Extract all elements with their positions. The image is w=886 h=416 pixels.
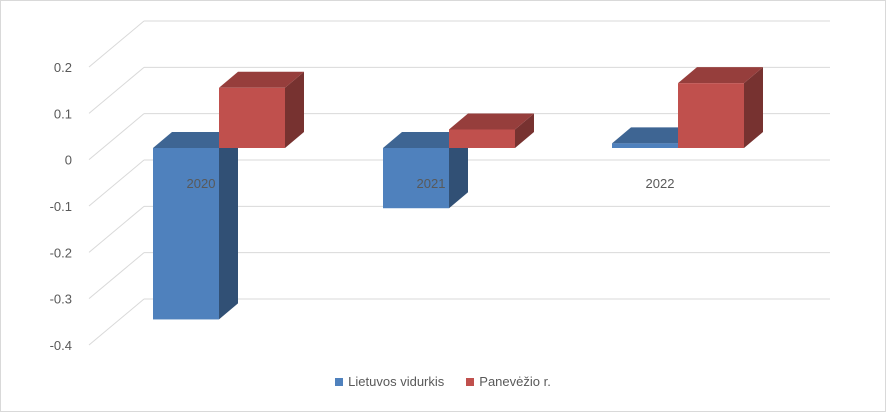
x-tick-label: 2022 <box>646 176 675 191</box>
y-tick-label: -0.2 <box>50 245 72 260</box>
gridline-diagonal <box>88 113 145 161</box>
bar-side <box>744 67 763 148</box>
bar-top <box>219 71 304 88</box>
bar-top <box>153 132 238 148</box>
y-tick-label: 0.1 <box>54 106 72 121</box>
bar-side <box>219 132 238 320</box>
gridline-diagonal <box>88 252 145 300</box>
bar-side <box>449 132 468 209</box>
y-tick-label: 0.2 <box>54 60 72 75</box>
gridline-diagonal <box>88 159 145 207</box>
y-tick-label: 0 <box>65 153 72 168</box>
legend-label-panevezio: Panevėžio r. <box>479 374 551 389</box>
gridline-diagonal <box>88 205 145 253</box>
gridline-diagonal <box>88 20 145 68</box>
bar-front <box>612 143 678 148</box>
x-tick-label: 2020 <box>187 176 216 191</box>
legend-item-lietuvos: Lietuvos vidurkis <box>335 374 444 389</box>
bar-lietuvos-2020 <box>153 132 238 320</box>
bar-front <box>383 148 449 209</box>
bar-lietuvos-2021 <box>383 132 468 209</box>
bar-front <box>153 148 219 320</box>
bar-panevėžio-2022 <box>678 67 763 148</box>
y-tick-label: -0.4 <box>50 338 72 353</box>
legend-label-lietuvos: Lietuvos vidurkis <box>348 374 445 389</box>
bar-front <box>219 87 285 148</box>
legend-swatch-panevezio <box>466 377 475 386</box>
gridline-diagonal <box>88 66 145 114</box>
y-tick-label: -0.3 <box>50 292 72 307</box>
x-tick-label: 2021 <box>417 176 446 191</box>
bar-panevėžio-2020 <box>219 71 304 148</box>
legend-item-panevezio: Panevėžio r. <box>466 374 551 389</box>
bar-side <box>285 71 304 148</box>
bar-front <box>449 129 515 148</box>
legend-swatch-lietuvos <box>335 377 344 386</box>
bar-panevėžio-2021 <box>449 113 534 148</box>
bar-top <box>449 113 534 130</box>
bar-top <box>612 127 697 144</box>
bar-top <box>383 132 468 148</box>
bar-front <box>678 83 744 148</box>
y-tick-label: -0.1 <box>50 199 72 214</box>
gridline-diagonal <box>88 298 145 346</box>
legend: Lietuvos vidurkis Panevėžio r. <box>1 374 885 389</box>
bars <box>153 67 763 320</box>
bar-top <box>678 67 763 84</box>
bar-side <box>515 113 534 148</box>
